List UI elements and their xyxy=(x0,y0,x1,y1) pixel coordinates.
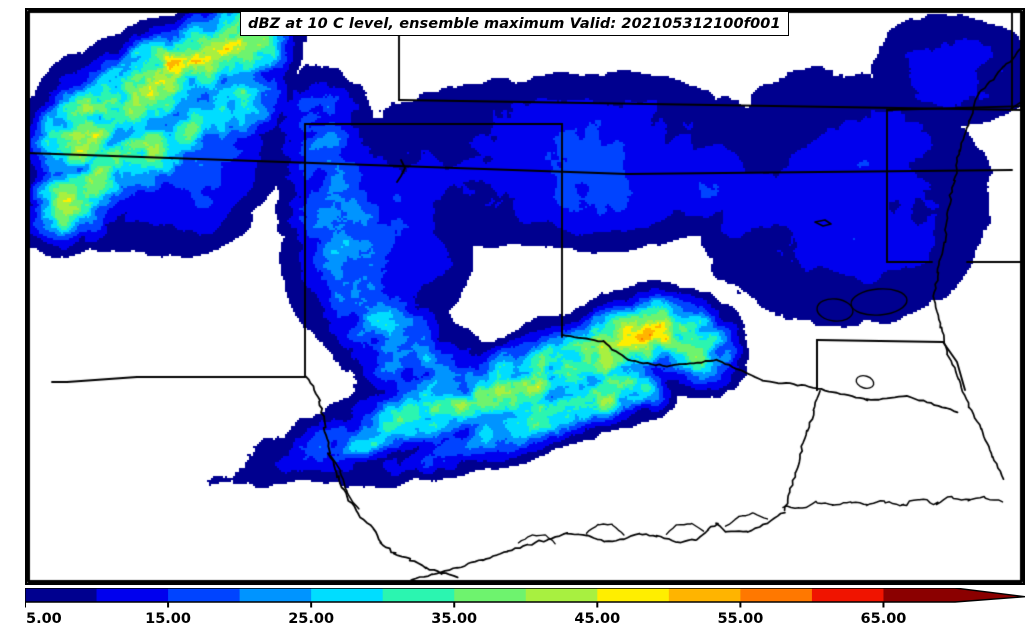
plot-title-box: dBZ at 10 C level, ensemble maximum Vali… xyxy=(240,11,789,36)
colorbar-band xyxy=(811,588,885,602)
colorbar-outline xyxy=(25,588,1025,603)
colorbar-band xyxy=(168,588,241,602)
colorbar-bands xyxy=(25,588,1025,603)
colorbar-tick-label: 5.00 xyxy=(26,611,62,627)
colorbar-over-arrow xyxy=(955,588,1025,602)
colorbar-tick-labels: 5.00 15.00 25.00 35.00 45.00 55.00 65.00 xyxy=(26,611,906,627)
colorbar-band xyxy=(454,588,527,602)
colorbar-svg: 5.00 15.00 25.00 35.00 45.00 55.00 65.00 xyxy=(25,588,1025,627)
colorbar-ticks xyxy=(25,602,885,608)
colorbar-band xyxy=(96,588,169,602)
colorbar-band xyxy=(883,588,956,602)
colorbar-band xyxy=(597,588,670,602)
colorbar-tick-label: 25.00 xyxy=(288,611,334,627)
map-panel xyxy=(25,8,1025,585)
colorbar: 5.00 15.00 25.00 35.00 45.00 55.00 65.00 xyxy=(25,588,1025,633)
colorbar-band xyxy=(239,588,312,602)
radar-reflectivity-canvas xyxy=(27,10,1023,583)
colorbar-tick-label: 45.00 xyxy=(574,611,620,627)
colorbar-band xyxy=(525,588,598,602)
colorbar-band xyxy=(311,588,384,602)
colorbar-band xyxy=(25,588,98,602)
colorbar-tick-label: 15.00 xyxy=(145,611,191,627)
colorbar-band xyxy=(668,588,741,602)
colorbar-tick-label: 65.00 xyxy=(861,611,907,627)
colorbar-tick-label: 35.00 xyxy=(431,611,477,627)
page-title: dBZ at 10 C level, ensemble maximum Vali… xyxy=(248,15,781,32)
colorbar-tick-label: 55.00 xyxy=(717,611,763,627)
colorbar-band xyxy=(382,588,455,602)
colorbar-band xyxy=(740,588,813,602)
